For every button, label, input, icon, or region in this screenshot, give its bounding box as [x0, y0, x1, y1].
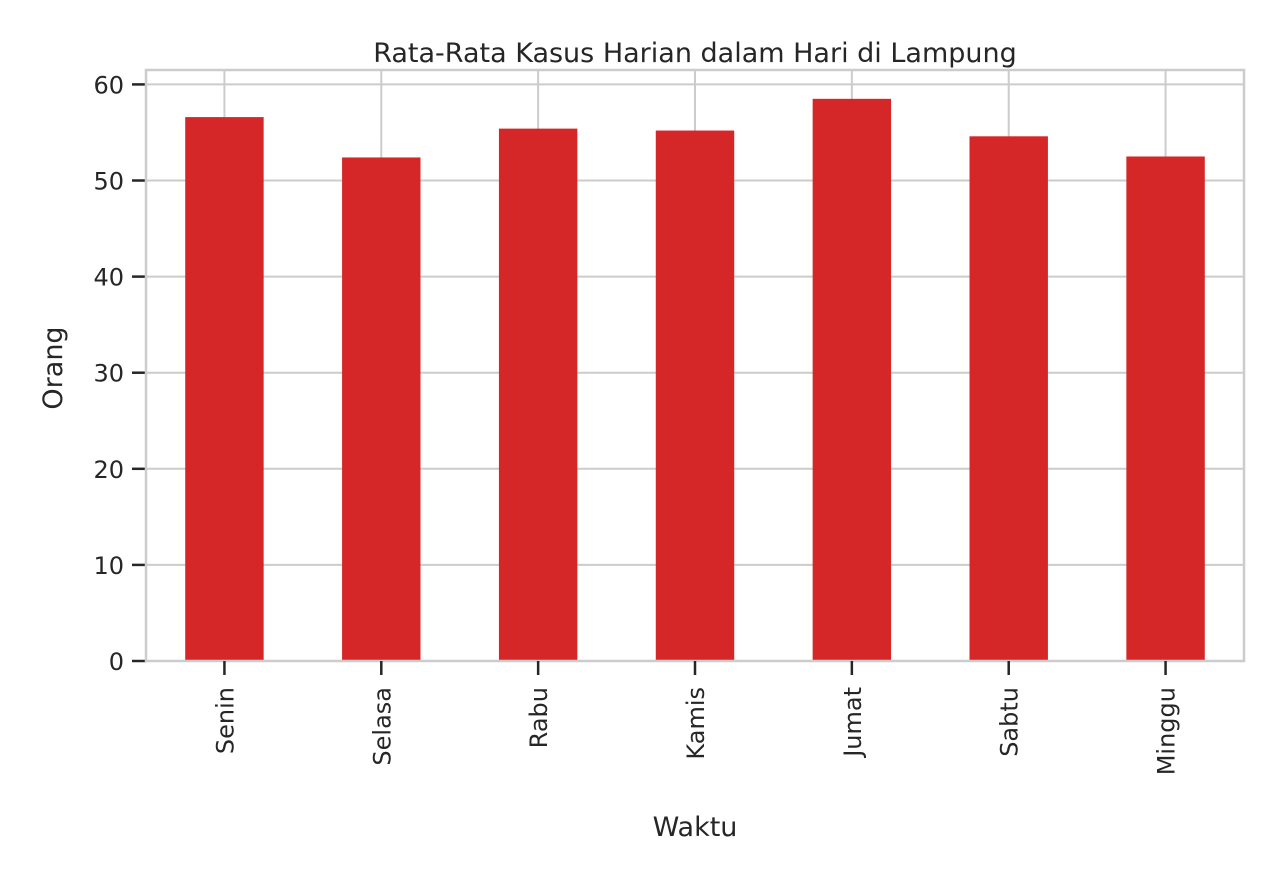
y-tick-label: 10 [93, 552, 124, 580]
y-tick-label: 60 [93, 71, 124, 99]
x-tick-label: Minggu [1153, 687, 1181, 775]
bar-kamis [655, 130, 735, 662]
x-tick-label: Kamis [682, 687, 710, 760]
x-tick-label: Selasa [368, 687, 396, 766]
y-tick-label: 40 [93, 264, 124, 292]
x-axis-label: Waktu [653, 812, 738, 843]
bar-jumat [812, 98, 892, 661]
bar-sabtu [969, 136, 1048, 661]
x-tick-label: Senin [211, 687, 239, 754]
x-tick-label: Jumat [839, 687, 867, 759]
y-tick-label: 30 [93, 360, 124, 388]
y-tick-label: 50 [93, 168, 124, 196]
bar-rabu [498, 128, 578, 661]
y-axis-label: Orang [38, 326, 69, 409]
tick-labels: 0 10 20 30 40 50 60 Senin Selasa Rabu Kamis Jumat Sa… [93, 71, 1180, 775]
bar-senin [185, 117, 264, 661]
bar-selasa [342, 157, 421, 661]
bar-minggu [1126, 156, 1205, 662]
y-tick-label: 0 [109, 648, 124, 676]
x-tick-label: Rabu [525, 687, 553, 748]
chart-title: Rata-Rata Kasus Harian dalam Hari di Lam… [373, 38, 1017, 69]
axes [132, 68, 1246, 675]
y-tick-label: 20 [93, 456, 124, 484]
x-tick-label: Sabtu [996, 687, 1024, 757]
bars [185, 98, 1205, 662]
